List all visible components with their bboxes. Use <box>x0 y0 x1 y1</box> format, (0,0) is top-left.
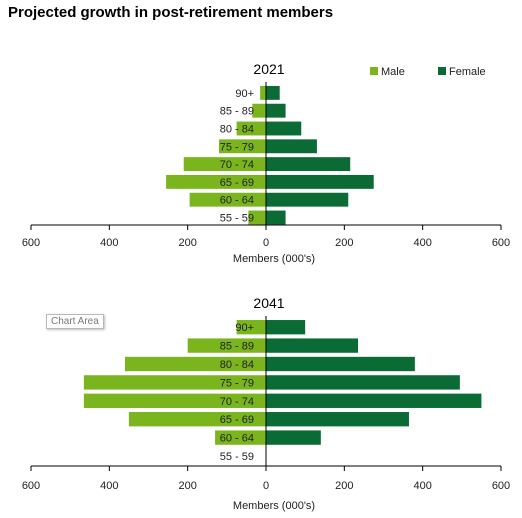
x-tick-label: 200 <box>178 480 196 492</box>
x-tick-label: 600 <box>492 237 510 249</box>
x-tick-label: 600 <box>22 237 40 249</box>
bar-male-75-79 <box>83 375 266 390</box>
bar-male-70-74 <box>83 393 266 408</box>
bar-female-65-69 <box>266 412 409 427</box>
category-label: 85 - 89 <box>220 106 254 118</box>
category-label: 90+ <box>235 322 254 334</box>
category-label: 60 - 64 <box>220 195 254 207</box>
bar-female-70-74 <box>266 157 351 172</box>
bar-male-60-64 <box>215 430 266 445</box>
bar-male-80-84 <box>236 121 266 136</box>
category-label: 90+ <box>235 88 254 100</box>
bar-female-85-89 <box>266 338 359 353</box>
bar-male-75-79 <box>219 139 266 154</box>
category-label: 70 - 74 <box>220 396 254 408</box>
bar-female-65-69 <box>266 174 374 189</box>
bar-female-60-64 <box>266 430 321 445</box>
chart-title: 2021 <box>253 61 284 77</box>
chart-area-tooltip: Chart Area <box>46 314 104 329</box>
bar-male-80-84 <box>125 356 266 372</box>
category-label: 65 - 69 <box>220 177 254 189</box>
legend-female-label: Female <box>449 66 486 78</box>
bar-female-90+ <box>266 85 280 100</box>
category-label: 85 - 89 <box>220 341 254 353</box>
bar-male-90+ <box>260 85 266 100</box>
x-tick-label: 400 <box>100 237 118 249</box>
category-label: 70 - 74 <box>220 159 254 171</box>
category-label: 65 - 69 <box>220 414 254 426</box>
bar-male-65-69 <box>166 174 266 189</box>
category-label: 75 - 79 <box>220 141 254 153</box>
bar-male-55-59 <box>248 210 266 225</box>
bar-female-55-59 <box>266 210 286 225</box>
x-tick-label: 200 <box>178 237 196 249</box>
x-tick-label: 0 <box>263 237 269 249</box>
category-label: 80 - 84 <box>220 359 254 371</box>
x-axis-label: Members (000's) <box>233 253 315 265</box>
legend-female-swatch <box>438 67 446 75</box>
chart-title: 2041 <box>253 295 284 311</box>
bar-male-85-89 <box>187 338 266 353</box>
x-tick-label: 400 <box>100 480 118 492</box>
bar-male-65-69 <box>128 412 266 427</box>
x-tick-label: 200 <box>335 480 353 492</box>
bar-female-80-84 <box>266 121 302 136</box>
x-tick-label: 400 <box>413 237 431 249</box>
bar-male-60-64 <box>189 192 266 207</box>
category-label: 55 - 59 <box>220 213 254 225</box>
x-tick-label: 0 <box>263 480 269 492</box>
bar-female-85-89 <box>266 103 286 118</box>
bar-female-60-64 <box>266 192 349 207</box>
bar-female-80-84 <box>266 356 415 372</box>
bar-female-75-79 <box>266 375 460 390</box>
bar-male-85-89 <box>252 103 266 118</box>
x-tick-label: 400 <box>413 480 431 492</box>
category-label: 75 - 79 <box>220 377 254 389</box>
legend-male-label: Male <box>381 66 405 78</box>
bar-female-90+ <box>266 320 306 335</box>
x-tick-label: 600 <box>492 480 510 492</box>
page-title: Projected growth in post-retirement memb… <box>8 4 334 21</box>
bar-male-90+ <box>236 320 266 335</box>
category-label: 55 - 59 <box>220 451 254 463</box>
bar-female-75-79 <box>266 139 317 154</box>
x-axis-label: Members (000's) <box>233 500 315 512</box>
x-tick-label: 200 <box>335 237 353 249</box>
x-tick-label: 600 <box>22 480 40 492</box>
bar-female-70-74 <box>266 393 482 408</box>
category-label: 60 - 64 <box>220 433 254 445</box>
bar-male-70-74 <box>183 157 266 172</box>
legend-male-swatch <box>370 67 378 75</box>
category-label: 80 - 84 <box>220 124 254 136</box>
